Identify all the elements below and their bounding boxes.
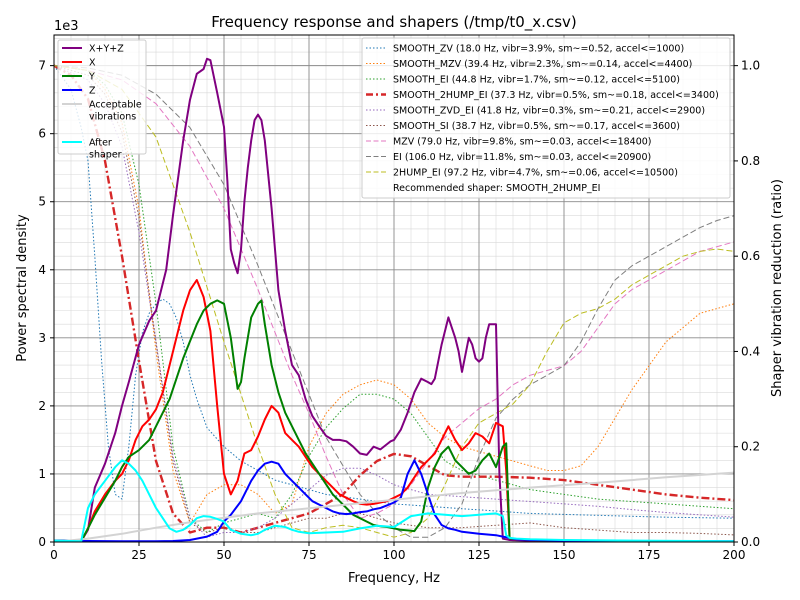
y2-tick-label: 1.0: [741, 59, 760, 73]
psd-line-y: [54, 299, 734, 542]
y-tick-label: 3: [38, 331, 46, 345]
x-axis: 0 25 50 75 100 125 150 175 200: [50, 542, 745, 562]
y-tick-label: 7: [38, 59, 46, 73]
y2-tick-label: 0.8: [741, 154, 760, 168]
psd-line-x: [54, 279, 734, 542]
y-tick-label: 4: [38, 263, 46, 277]
y-tick-label: 0: [38, 535, 46, 549]
x-tick-label: 125: [468, 548, 491, 562]
x-tick-label: 25: [131, 548, 146, 562]
legend-right-label-smooth-mzv: SMOOTH_MZV (39.4 Hz, vibr=2.3%, sm~=0.14…: [393, 59, 692, 70]
legend-right-label-smooth-si: SMOOTH_SI (38.7 Hz, vibr=0.5%, sm~=0.17,…: [393, 121, 680, 132]
shaper-line-smooth-si: [54, 65, 734, 536]
legend-left-label-acceptable-vibrations: vibrations: [89, 112, 136, 123]
y-tick-label: 5: [38, 195, 46, 209]
x-tick-label: 175: [638, 548, 661, 562]
legend-right-box: [361, 37, 731, 199]
legend-left-label-x: X: [89, 58, 96, 69]
legend-right-label-smooth-ei: SMOOTH_EI (44.8 Hz, vibr=1.7%, sm~=0.12,…: [393, 75, 680, 86]
x-tick-label: 75: [301, 548, 316, 562]
legend-right-label-smooth-2hump-ei: SMOOTH_2HUMP_EI (37.3 Hz, vibr=0.5%, sm~…: [393, 90, 719, 101]
shaper-line-2hump-ei: [54, 65, 734, 538]
y-tick-label: 1: [38, 467, 46, 481]
legend-right-label-smooth-zvd-ei: SMOOTH_ZVD_EI (41.8 Hz, vibr=0.3%, sm~=0…: [393, 106, 705, 117]
shaper-line-smooth-2hump-ei: [54, 64, 734, 534]
legend-right-label-smooth-zv: SMOOTH_ZV (18.0 Hz, vibr=3.9%, sm~=0.52,…: [393, 44, 684, 55]
x-tick-label: 100: [383, 548, 406, 562]
shaper-line-smooth-ei: [54, 65, 734, 533]
y-axis-label: Power spectral density: [15, 214, 30, 362]
psd-line-after-shaper: [54, 459, 734, 542]
series-layer: [54, 57, 734, 542]
legend-right-label-ei: EI (106.0 Hz, vibr=11.8%, sm~=0.03, acce…: [393, 152, 651, 163]
y-tick-label: 6: [38, 127, 46, 141]
y2-tick-label: 0.2: [741, 440, 760, 454]
x-tick-label: 0: [50, 548, 58, 562]
y2-axis-label: Shaper vibration reduction (ratio): [770, 179, 785, 397]
chart-title: Frequency response and shapers (/tmp/t0_…: [211, 13, 577, 32]
legend-left-label-x-y-z: X+Y+Z: [89, 44, 124, 55]
y2-tick-label: 0.4: [741, 344, 760, 358]
shaper-line-ei: [54, 65, 734, 538]
legend-right-label-recommended-shaper-smooth-2hump-ei: Recommended shaper: SMOOTH_2HUMP_EI: [393, 183, 600, 194]
legend-right-label-mzv: MZV (79.0 Hz, vibr=9.8%, sm~=0.03, accel…: [393, 137, 652, 148]
y-tick-label: 2: [38, 399, 46, 413]
x-axis-label: Frequency, Hz: [348, 571, 440, 586]
legend-right: SMOOTH_ZV (18.0 Hz, vibr=3.9%, sm~=0.52,…: [361, 37, 731, 199]
y2-tick-label: 0.6: [741, 249, 760, 263]
x-tick-label: 50: [216, 548, 231, 562]
legend-left-label-after-shaper: After: [89, 138, 112, 149]
y-exponent-label: 1e3: [54, 19, 79, 34]
legend-left-label-acceptable-vibrations: Acceptable: [89, 100, 142, 111]
legend-right-label-2hump-ei: 2HUMP_EI (97.2 Hz, vibr=4.7%, sm~=0.06, …: [393, 168, 678, 179]
x-tick-label: 150: [553, 548, 576, 562]
legend-left-label-after-shaper: shaper: [89, 150, 122, 161]
psd-line-acceptable-vibrations: [54, 471, 734, 542]
legend-left-label-z: Z: [89, 86, 96, 97]
y-axis-right: 0.0 0.2 0.4 0.6 0.8 1.0: [734, 59, 760, 549]
y2-tick-label: 0.0: [741, 535, 760, 549]
y-axis-left: 0 1 2 3 4 5 6 7: [38, 59, 54, 549]
x-tick-label: 200: [723, 548, 746, 562]
legend-left-box: [57, 39, 147, 155]
psd-line-x-y-z: [54, 57, 734, 542]
legend-left-label-y: Y: [88, 72, 95, 83]
